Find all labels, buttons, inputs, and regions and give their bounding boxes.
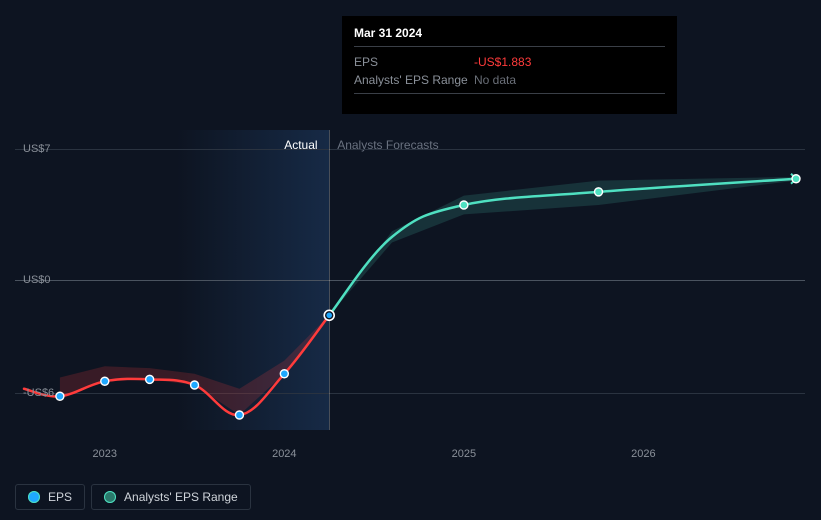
legend-label-eps: EPS (48, 490, 72, 504)
tooltip-key: Analysts' EPS Range (354, 71, 474, 89)
tooltip-row: EPS-US$1.883 (354, 53, 665, 71)
x-axis: 2023 2024 2025 2026 (15, 448, 805, 468)
x-axis-tick: 2026 (631, 448, 655, 460)
legend-label-range: Analysts' EPS Range (124, 490, 238, 504)
tooltip-value: -US$1.883 (474, 53, 531, 71)
tooltip-key: EPS (354, 53, 474, 71)
x-axis-tick: 2024 (272, 448, 296, 460)
tooltip-divider-bottom (354, 93, 665, 94)
legend-item-range[interactable]: Analysts' EPS Range (91, 484, 251, 510)
legend-swatch-eps (28, 491, 40, 503)
eps-chart: Mar 31 2024 EPS-US$1.883Analysts' EPS Ra… (0, 0, 821, 520)
y-axis-label: -US$6 (23, 387, 54, 399)
tooltip-row: Analysts' EPS RangeNo data (354, 71, 665, 89)
legend-item-eps[interactable]: EPS (15, 484, 85, 510)
tooltip-date: Mar 31 2024 (354, 26, 665, 40)
chart-tooltip: Mar 31 2024 EPS-US$1.883Analysts' EPS Ra… (342, 16, 677, 114)
tooltip-divider (354, 46, 665, 47)
legend-swatch-range (104, 491, 116, 503)
y-axis-label: US$0 (23, 274, 51, 286)
x-axis-tick: 2023 (93, 448, 117, 460)
y-axis-label: US$7 (23, 143, 51, 155)
plot-area[interactable]: Actual Analysts Forecasts US$7US$0-US$6 (15, 130, 805, 430)
legend: EPS Analysts' EPS Range (15, 484, 251, 510)
chart-svg (15, 130, 805, 430)
x-axis-tick: 2025 (452, 448, 476, 460)
tooltip-value: No data (474, 71, 516, 89)
